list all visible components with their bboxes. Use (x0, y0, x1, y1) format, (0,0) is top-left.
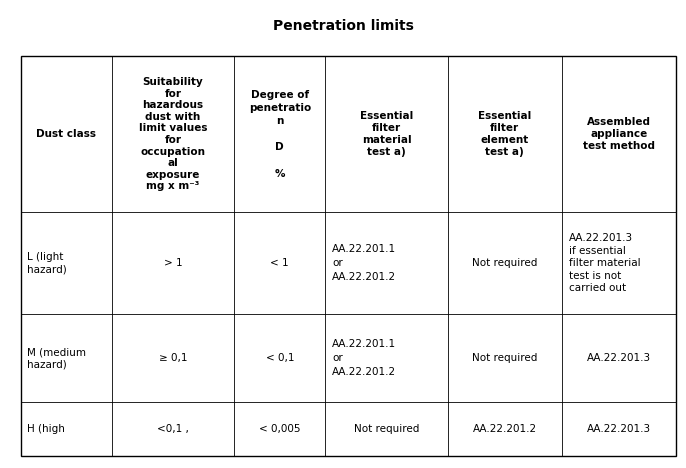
Text: < 1: < 1 (270, 258, 289, 268)
Bar (21, 56, 676, 456)
Text: M (medium
hazard): M (medium hazard) (27, 347, 86, 369)
Text: Not required: Not required (472, 258, 538, 268)
Text: AA.22.201.3: AA.22.201.3 (587, 424, 651, 434)
Text: AA.22.201.3
if essential
filter material
test is not
carried out: AA.22.201.3 if essential filter material… (569, 234, 640, 293)
Text: Dust class: Dust class (36, 129, 96, 139)
Text: Suitability
for
hazardous
dust with
limit values
for
occupation
al
exposure
mg x: Suitability for hazardous dust with limi… (139, 77, 207, 191)
Text: Assembled
appliance
test method: Assembled appliance test method (582, 117, 654, 151)
Text: < 0,005: < 0,005 (259, 424, 300, 434)
Text: ≥ 0,1: ≥ 0,1 (158, 353, 187, 363)
Text: Essential
filter
element
test a): Essential filter element test a) (478, 111, 532, 157)
Text: AA.22.201.3: AA.22.201.3 (587, 353, 651, 363)
Text: > 1: > 1 (164, 258, 182, 268)
Text: Degree of
penetratio
n

D

%: Degree of penetratio n D % (248, 89, 311, 179)
Text: Essential
filter
material
test a): Essential filter material test a) (360, 111, 413, 157)
Text: Penetration limits: Penetration limits (272, 19, 414, 33)
Text: AA.22.201.1
or
AA.22.201.2: AA.22.201.1 or AA.22.201.2 (332, 244, 397, 282)
Text: AA.22.201.1
or
AA.22.201.2: AA.22.201.1 or AA.22.201.2 (332, 339, 397, 377)
Text: AA.22.201.2: AA.22.201.2 (473, 424, 537, 434)
Text: <0,1 ,: <0,1 , (157, 424, 189, 434)
Text: Not required: Not required (354, 424, 419, 434)
Text: Not required: Not required (472, 353, 538, 363)
Text: L (light
hazard): L (light hazard) (27, 252, 67, 274)
Text: < 0,1: < 0,1 (265, 353, 294, 363)
Text: H (high: H (high (27, 424, 65, 434)
